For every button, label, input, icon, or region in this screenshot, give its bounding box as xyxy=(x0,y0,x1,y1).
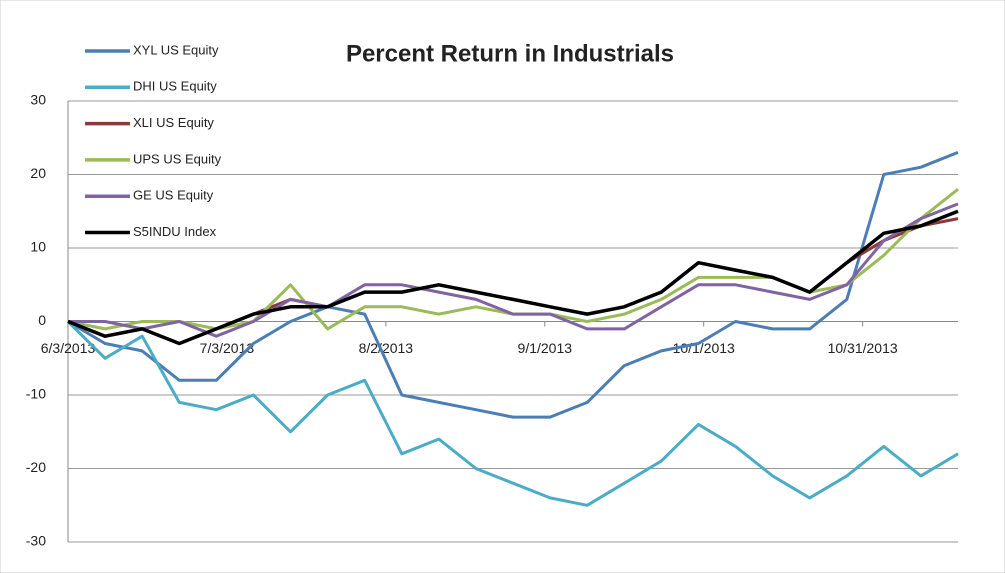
legend-label: UPS US Equity xyxy=(133,151,222,166)
chart-title: Percent Return in Industrials xyxy=(346,40,674,67)
y-tick-label: 30 xyxy=(30,92,46,108)
y-tick-label: -30 xyxy=(26,533,46,549)
series-line xyxy=(66,320,959,507)
x-tick-label: 7/3/2013 xyxy=(200,340,255,356)
y-tick-label: 10 xyxy=(30,239,46,255)
legend-label: GE US Equity xyxy=(133,188,214,203)
series-line xyxy=(67,209,959,346)
x-tick-label: 9/1/2013 xyxy=(518,340,573,356)
legend-label: DHI US Equity xyxy=(133,79,217,94)
y-tick-label: 0 xyxy=(38,312,46,328)
series-line xyxy=(67,151,959,419)
legend-label: S5INDU Index xyxy=(133,224,217,239)
y-tick-label: -20 xyxy=(26,459,46,475)
y-tick-label: 20 xyxy=(30,165,46,181)
x-tick-label: 10/31/2013 xyxy=(828,340,898,356)
y-tick-label: -10 xyxy=(26,386,46,402)
legend-label: XYL US Equity xyxy=(133,42,219,57)
legend-label: XLI US Equity xyxy=(133,115,214,130)
x-tick-label: 8/2/2013 xyxy=(359,340,414,356)
x-tick-label: 6/3/2013 xyxy=(41,340,96,356)
series-line xyxy=(68,202,959,338)
